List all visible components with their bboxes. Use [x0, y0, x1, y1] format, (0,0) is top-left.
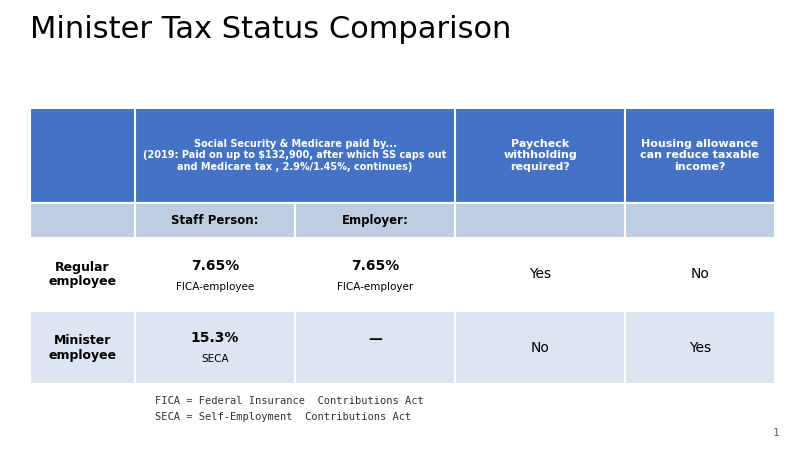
- Text: FICA = Federal Insurance  Contributions Act: FICA = Federal Insurance Contributions A…: [155, 396, 424, 406]
- Text: FICA-employer: FICA-employer: [337, 282, 413, 292]
- Text: —: —: [368, 332, 382, 346]
- Text: Yes: Yes: [529, 267, 551, 282]
- Text: SECA: SECA: [201, 355, 229, 365]
- Text: No: No: [690, 267, 710, 282]
- Text: 1: 1: [773, 428, 780, 438]
- Text: FICA-employee: FICA-employee: [176, 282, 254, 292]
- Text: 7.65%: 7.65%: [191, 258, 239, 273]
- Text: No: No: [530, 341, 550, 355]
- Text: Paycheck
withholding
required?: Paycheck withholding required?: [503, 139, 577, 172]
- Text: Minister
employee: Minister employee: [49, 333, 117, 361]
- Text: Minister Tax Status Comparison: Minister Tax Status Comparison: [30, 15, 511, 44]
- Text: 7.65%: 7.65%: [351, 258, 399, 273]
- Text: SECA = Self-Employment  Contributions Act: SECA = Self-Employment Contributions Act: [155, 412, 411, 422]
- Text: Housing allowance
can reduce taxable
income?: Housing allowance can reduce taxable inc…: [641, 139, 759, 172]
- Text: Yes: Yes: [689, 341, 711, 355]
- Text: Staff Person:: Staff Person:: [171, 214, 258, 227]
- Text: Regular
employee: Regular employee: [49, 261, 117, 288]
- Text: Employer:: Employer:: [342, 214, 409, 227]
- Text: 15.3%: 15.3%: [191, 332, 239, 346]
- Text: Social Security & Medicare paid by...
(2019: Paid on up to $132,900, after which: Social Security & Medicare paid by... (2…: [143, 139, 446, 172]
